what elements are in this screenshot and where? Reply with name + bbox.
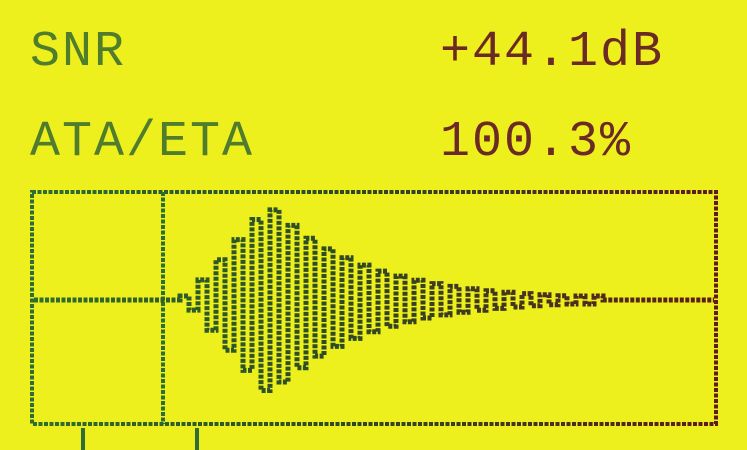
snr-label: SNR	[30, 24, 127, 81]
ata-eta-value: 100.3%	[440, 114, 633, 171]
waveform	[34, 207, 714, 393]
plot-frame	[30, 190, 718, 426]
ata-eta-label: ATA/ETA	[30, 114, 255, 171]
snr-value: +44.1dB	[440, 24, 665, 81]
